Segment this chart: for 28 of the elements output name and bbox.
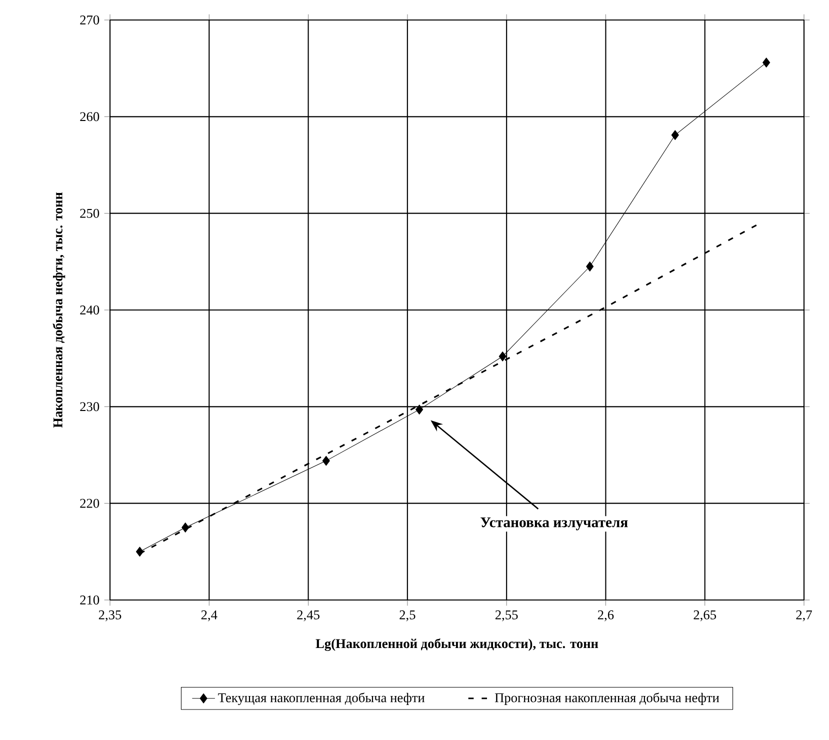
point (136, 546, 144, 557)
point (762, 58, 770, 68)
x-tick-label: 2,35 (98, 610, 122, 622)
y-tick-label: 240 (80, 306, 100, 314)
x-tick-label: 2,45 (297, 610, 320, 622)
x-tick-label: 2,7 (796, 610, 812, 622)
x-axis-title: Lg(Накопленной добычи жидкости), тыс. тонн (316, 638, 598, 651)
point (498, 351, 506, 362)
y-axis-title: Накопленная добыча нефти, тыс. тонн (52, 192, 66, 428)
y-tick-label: 260 (80, 112, 100, 122)
y-tick-label: 250 (80, 208, 100, 218)
y-tick-label: 270 (80, 16, 100, 24)
annotation: Установка излучателя (480, 518, 628, 530)
legend-label: Текущая накопленная добыча нефти (218, 692, 425, 706)
y-tick-label: 230 (80, 402, 100, 412)
x-tick-label: 2,65 (694, 610, 716, 622)
point (322, 456, 330, 466)
point (671, 130, 679, 140)
point (586, 262, 594, 272)
legend-label: Прогнозная накопленная добыча нефти (494, 692, 720, 705)
x-tick-label: 2,4 (201, 610, 218, 622)
point (182, 522, 190, 532)
x-tick-label: 2,5 (400, 610, 416, 622)
point (416, 404, 424, 414)
y-tick-label: 210 (80, 596, 100, 604)
x-tick-label: 2,6 (598, 610, 614, 622)
x-tick-label: 2,55 (495, 610, 518, 622)
y-tick-label: 220 (80, 498, 100, 508)
